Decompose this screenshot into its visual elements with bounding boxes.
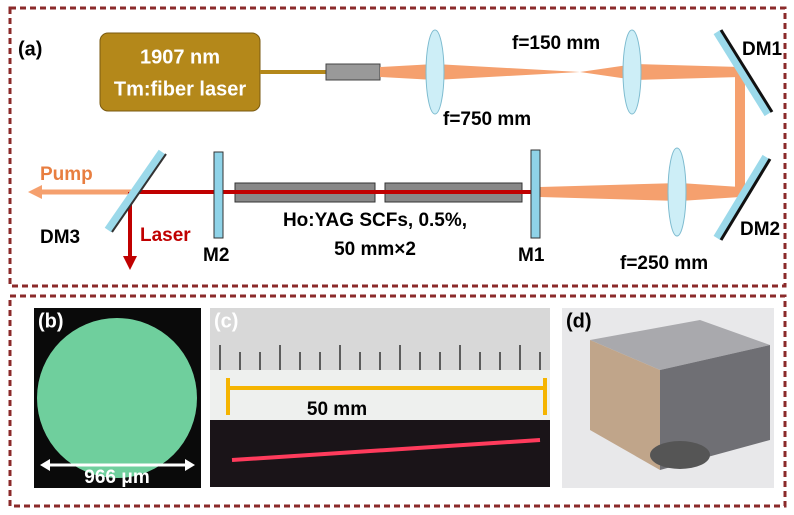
arrow-head [123,256,137,270]
arrow-head [40,459,50,471]
mirror-label: DM2 [740,219,780,240]
mirror-coating [719,158,772,241]
photo [210,420,550,487]
panel-border [8,6,787,288]
laser-label: 1907 nm [140,46,220,68]
mirror-label: DM3 [40,227,80,248]
graph-paper [210,370,550,420]
mirror-edge [111,153,167,233]
pump-beam [380,64,740,80]
module-front [660,345,770,470]
panel-label: (c) [214,310,238,332]
length-label: 50 mm [307,399,367,420]
mirror-coating [719,29,774,113]
fiber-cross-section [37,318,197,478]
mirror [104,149,166,233]
lens-label: f=150 mm [512,33,600,54]
glowing-fiber [231,438,541,462]
lens-label: f=250 mm [620,253,708,274]
ruler-ticks [219,345,541,370]
mirror-label: M2 [203,245,229,266]
crystal-label: Ho:YAG SCFs, 0.5%, [283,210,467,231]
arrow-head [28,185,42,199]
panel-border [8,294,787,508]
pump-beam [735,72,745,192]
diameter-label: 966 μm [84,467,150,488]
laser-output-label: Laser [140,225,191,246]
module-top [590,320,770,370]
mirror-label: DM1 [742,39,783,60]
mirror [213,151,224,239]
lens-label: f=750 mm [443,109,531,130]
laser-label: Tm:fiber laser [114,78,246,100]
mirror-label: M1 [518,245,545,266]
mirror [713,29,772,117]
arrow-head [185,459,195,471]
panel-label: (d) [566,310,592,332]
module-side [590,340,660,470]
pump-beam [540,183,740,201]
lens [667,147,687,237]
panel-label: (a) [18,38,42,60]
lens [425,29,445,115]
lens [622,29,642,115]
collimator [325,63,381,81]
pump-label: Pump [40,164,93,185]
crystal-label: 50 mm×2 [334,239,416,260]
mirror [530,149,541,239]
mirror [713,154,770,241]
fiber-holder [650,441,710,469]
panel-label: (b) [38,310,64,332]
